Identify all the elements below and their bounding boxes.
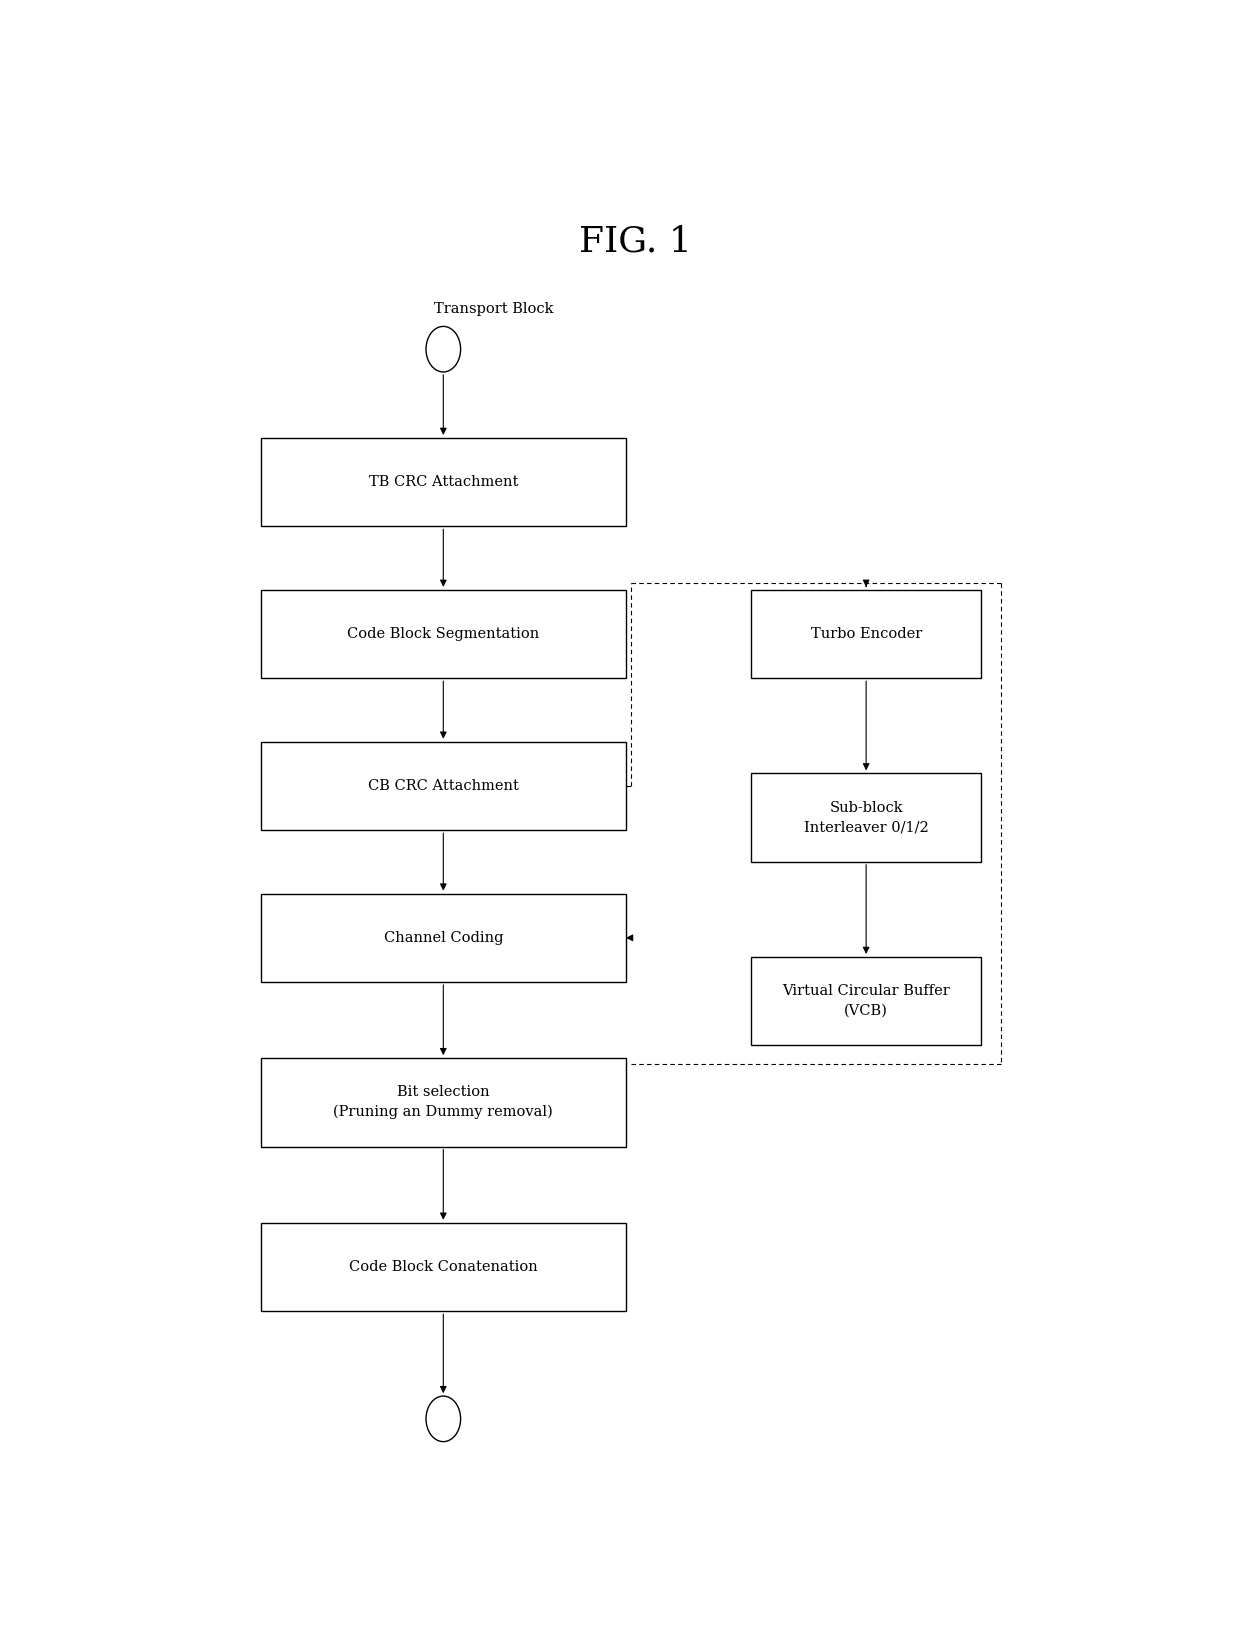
Text: Bit selection
(Pruning an Dummy removal): Bit selection (Pruning an Dummy removal) [334, 1085, 553, 1120]
FancyBboxPatch shape [751, 773, 982, 861]
FancyBboxPatch shape [260, 1223, 626, 1312]
Text: TB CRC Attachment: TB CRC Attachment [368, 475, 518, 490]
FancyBboxPatch shape [751, 590, 982, 679]
Text: Code Block Segmentation: Code Block Segmentation [347, 626, 539, 641]
Text: Sub-block
Interleaver 0/1/2: Sub-block Interleaver 0/1/2 [804, 801, 929, 834]
FancyBboxPatch shape [260, 893, 626, 981]
Text: Transport Block: Transport Block [434, 302, 553, 316]
FancyBboxPatch shape [260, 1059, 626, 1148]
FancyBboxPatch shape [751, 957, 982, 1046]
FancyBboxPatch shape [260, 741, 626, 830]
FancyBboxPatch shape [260, 437, 626, 526]
Text: Turbo Encoder: Turbo Encoder [811, 626, 921, 641]
Text: FIG. 1: FIG. 1 [579, 225, 692, 258]
Text: Channel Coding: Channel Coding [383, 931, 503, 945]
Text: Virtual Circular Buffer
(VCB): Virtual Circular Buffer (VCB) [782, 985, 950, 1018]
FancyBboxPatch shape [260, 590, 626, 679]
Text: Code Block Conatenation: Code Block Conatenation [348, 1259, 538, 1274]
Text: CB CRC Attachment: CB CRC Attachment [368, 779, 518, 792]
